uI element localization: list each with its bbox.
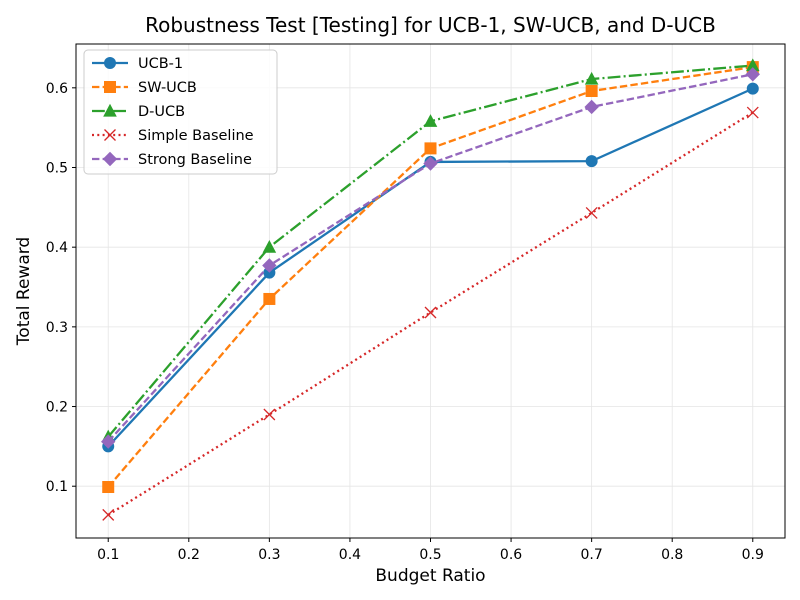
simple-baseline-point — [102, 508, 115, 521]
legend-item-strong-baseline: Strong Baseline — [92, 151, 252, 168]
x-tick-label: 0.5 — [419, 547, 441, 563]
legend-item-d-ucb: D-UCB — [92, 103, 185, 120]
legend-label: UCB-1 — [138, 56, 183, 72]
y-tick-label: 0.6 — [46, 81, 68, 97]
axis-ticks: 0.1 0.2 0.3 0.4 0.5 0.6 0.7 0.8 0.9 0.1 0.2 0.3 0.4 0… — [46, 81, 764, 563]
x-tick-label: 0.6 — [500, 547, 522, 563]
y-axis-label: Total Reward — [14, 237, 34, 346]
legend-label: Simple Baseline — [138, 128, 254, 144]
d-ucb-point — [584, 71, 599, 85]
y-tick-label: 0.2 — [46, 400, 68, 416]
series-simple-baseline — [102, 106, 759, 521]
y-tick-label: 0.1 — [46, 479, 68, 495]
y-tick-label: 0.5 — [46, 161, 68, 177]
x-tick-label: 0.8 — [661, 547, 683, 563]
sw-ucb-point — [585, 85, 598, 98]
simple-baseline-point — [746, 106, 759, 119]
sw-ucb-point — [424, 142, 437, 155]
d-ucb-point — [745, 58, 760, 72]
legend-item-sw-ucb: SW-UCB — [92, 80, 197, 96]
x-tick-label: 0.3 — [258, 547, 280, 563]
series-lines — [101, 58, 760, 521]
simple-baseline-point — [424, 306, 437, 319]
d-ucb-point — [262, 239, 277, 253]
ucb-1-point — [585, 155, 598, 168]
legend-label: D-UCB — [138, 104, 185, 120]
y-tick-label: 0.3 — [46, 320, 68, 336]
legend-item-simple-baseline: Simple Baseline — [92, 128, 254, 144]
legend-sw-ucb-point — [104, 81, 116, 93]
legend-label: SW-UCB — [138, 80, 197, 96]
legend-d-ucb-point — [103, 103, 117, 117]
strong-baseline-point — [101, 434, 116, 449]
ucb-1-point — [746, 82, 759, 95]
simple-baseline-point — [585, 206, 598, 219]
x-tick-label: 0.9 — [742, 547, 764, 563]
strong-baseline-point — [423, 156, 438, 171]
legend-ucb-1-point — [104, 57, 116, 69]
sw-ucb-point — [263, 292, 276, 305]
x-tick-label: 0.1 — [97, 547, 119, 563]
x-tick-label: 0.2 — [178, 547, 200, 563]
x-tick-label: 0.4 — [339, 547, 361, 563]
chart-title: Robustness Test [Testing] for UCB-1, SW-… — [145, 13, 716, 37]
x-tick-label: 0.7 — [581, 547, 603, 563]
legend-item-ucb-1: UCB-1 — [92, 56, 183, 72]
series-strong-baseline — [101, 67, 760, 449]
legend: UCB-1 SW-UCB D-UCB Simple Baseline Strong Ba… — [83, 49, 278, 175]
strong-baseline-point — [745, 67, 760, 82]
strong-baseline-point — [584, 99, 599, 115]
legend-frame — [83, 49, 278, 175]
legend-label: Strong Baseline — [138, 152, 252, 168]
simple-baseline-point — [263, 408, 276, 421]
legend-simple-baseline-point — [104, 129, 116, 141]
sw-ucb-point — [102, 481, 115, 494]
legend-strong-baseline-point — [102, 151, 118, 167]
y-tick-label: 0.4 — [46, 240, 68, 256]
d-ucb-point — [423, 114, 438, 127]
x-axis-label: Budget Ratio — [375, 566, 485, 586]
strong-baseline-point — [262, 258, 277, 273]
